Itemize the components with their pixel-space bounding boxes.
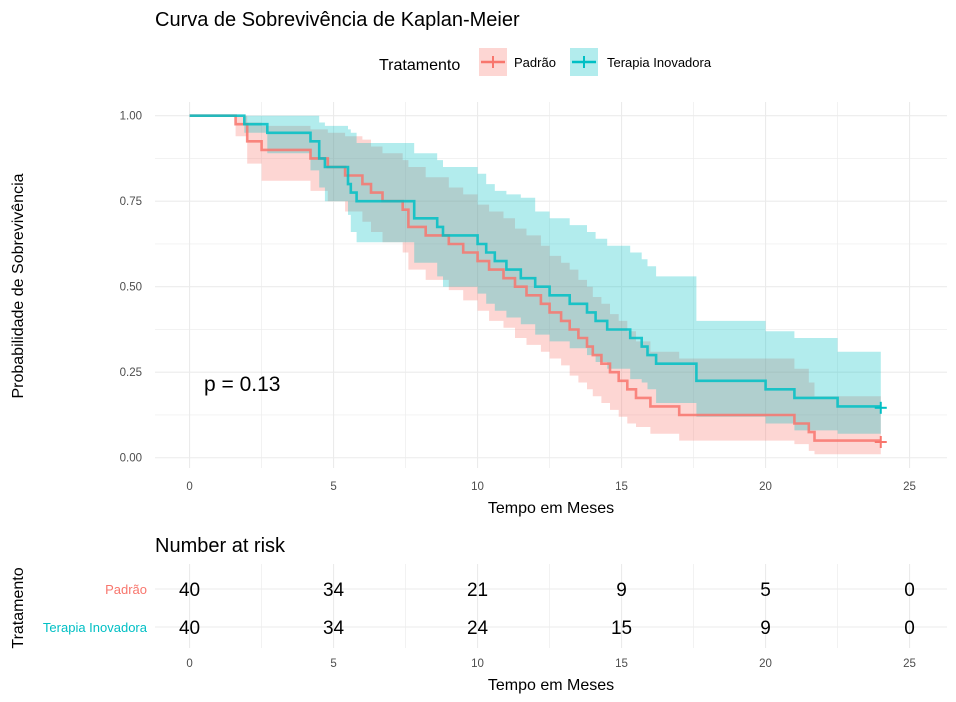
legend: Tratamento Padrão Terapia Inovadora [379, 48, 712, 76]
chart-title: Curva de Sobrevivência de Kaplan-Meier [155, 9, 520, 31]
risk-table-title: Number at risk [155, 535, 286, 557]
risk-values: 40 34 21 9 5 0 40 34 24 15 9 0 [179, 580, 915, 639]
x-tick-label: 25 [903, 481, 916, 493]
y-tick-label: 0.75 [120, 196, 142, 208]
risk-x-tick-label: 15 [615, 658, 628, 670]
risk-x-tick-label: 10 [471, 658, 484, 670]
risk-y-axis-title: Tratamento [10, 567, 27, 648]
x-tick-label: 20 [759, 481, 772, 493]
risk-row-label-terapia: Terapia Inovadora [43, 620, 148, 635]
x-tick-label: 10 [471, 481, 484, 493]
x-tick-label: 0 [186, 481, 192, 493]
risk-value-padrao: 0 [904, 580, 915, 601]
risk-x-axis-title: Tempo em Meses [488, 677, 614, 694]
risk-value-terapia: 15 [611, 618, 632, 639]
risk-value-terapia: 24 [467, 618, 489, 639]
legend-label-padrao: Padrão [514, 55, 556, 70]
y-axis-title: Probabilidade de Sobrevivência [10, 173, 27, 398]
y-tick-label: 0.25 [120, 367, 142, 379]
x-tick-labels: 0 5 10 15 20 25 [186, 481, 916, 493]
main-gridlines [155, 102, 947, 468]
y-tick-label: 0.00 [120, 453, 142, 465]
x-axis-title: Tempo em Meses [488, 500, 614, 517]
risk-value-terapia: 40 [179, 618, 200, 639]
risk-table-gridlines [155, 564, 947, 648]
y-tick-label: 0.50 [120, 282, 142, 294]
legend-label-terapia: Terapia Inovadora [607, 55, 712, 70]
risk-x-tick-label: 5 [330, 658, 336, 670]
x-tick-label: 5 [330, 481, 336, 493]
risk-value-padrao: 9 [616, 580, 627, 601]
risk-value-terapia: 34 [323, 618, 345, 639]
x-tick-label: 15 [615, 481, 628, 493]
survival-curve-terapia [189, 114, 881, 408]
risk-value-padrao: 5 [760, 580, 771, 601]
risk-x-tick-label: 20 [759, 658, 772, 670]
legend-title: Tratamento [379, 57, 460, 74]
risk-x-tick-label: 25 [903, 658, 916, 670]
risk-row-label-padrao: Padrão [105, 582, 147, 597]
y-tick-labels: 0.00 0.25 0.50 0.75 1.00 [120, 111, 142, 465]
risk-value-terapia: 9 [760, 618, 771, 639]
risk-value-padrao: 34 [323, 580, 345, 601]
risk-x-tick-labels: 0 5 10 15 20 25 [186, 658, 916, 670]
y-tick-label: 1.00 [120, 111, 142, 123]
survival-curves [189, 114, 887, 449]
confidence-band-terapia [189, 115, 881, 434]
risk-x-tick-label: 0 [186, 658, 192, 670]
risk-value-terapia: 0 [904, 618, 915, 639]
risk-value-padrao: 40 [179, 580, 200, 601]
p-value-annotation: p = 0.13 [204, 373, 280, 396]
risk-value-padrao: 21 [467, 580, 488, 601]
